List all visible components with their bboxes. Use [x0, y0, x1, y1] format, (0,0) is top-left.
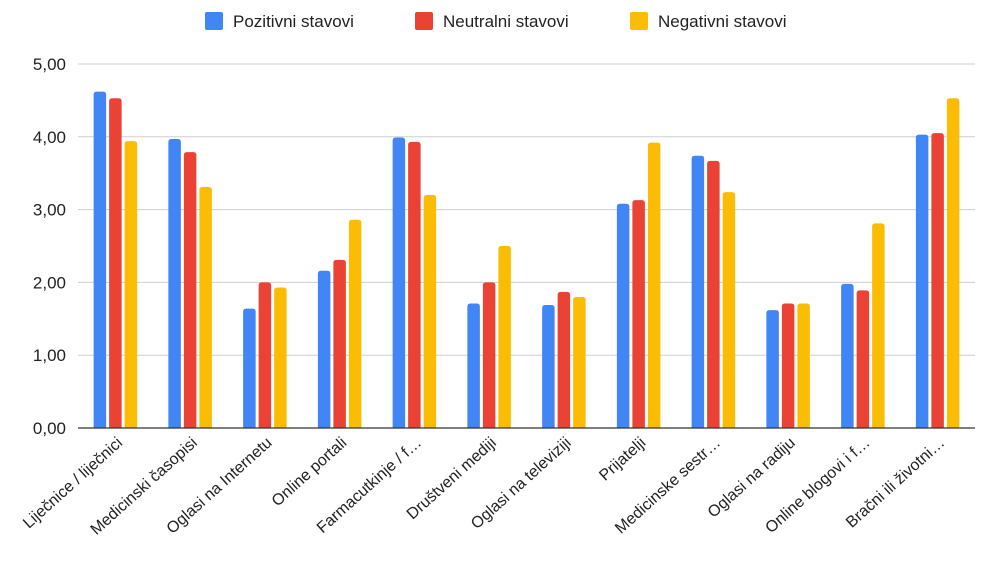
bar: [931, 133, 944, 428]
bar: [183, 152, 197, 428]
bar: [542, 304, 555, 428]
bar: [423, 195, 437, 428]
y-tick-label: 2,00: [33, 273, 66, 292]
bar: [408, 141, 421, 428]
bar: [856, 290, 870, 428]
gridlines: [78, 63, 975, 356]
bar: [632, 200, 645, 428]
bar: [199, 187, 212, 428]
bar: [168, 138, 181, 428]
legend-swatch: [415, 12, 433, 30]
bar: [691, 155, 705, 428]
bar: [647, 142, 661, 428]
bar: [872, 223, 885, 428]
bar: [467, 303, 480, 428]
bar: [258, 282, 272, 428]
legend-label: Pozitivni stavovi: [233, 12, 354, 31]
legend-swatch: [205, 12, 223, 30]
legend-item: Neutralni stavovi: [415, 12, 569, 31]
legend-swatch: [630, 12, 648, 30]
y-tick-label: 4,00: [33, 128, 66, 147]
y-tick-label: 5,00: [33, 55, 66, 74]
bar: [348, 219, 362, 428]
bar: [333, 259, 346, 428]
bar: [616, 203, 630, 428]
legend-label: Neutralni stavovi: [443, 12, 569, 31]
bar: [722, 192, 736, 428]
bar: [498, 246, 511, 428]
x-tick-label: Prijatelji: [596, 434, 649, 484]
y-tick-label: 1,00: [33, 346, 66, 365]
bar: [317, 270, 331, 428]
legend-item: Pozitivni stavovi: [205, 12, 354, 31]
legend: Pozitivni stavovi Neutralni stavovi Negati…: [205, 12, 787, 31]
bar: [915, 134, 929, 428]
bar: [93, 91, 107, 428]
legend-item: Negativni stavovi: [630, 12, 787, 31]
bar: [573, 296, 586, 428]
bar: [797, 303, 810, 428]
bar: [557, 291, 571, 428]
legend-label: Negativni stavovi: [658, 12, 787, 31]
bar: [766, 310, 779, 428]
bar: [109, 98, 122, 428]
bar: [124, 141, 138, 428]
bar: [274, 287, 287, 428]
bar: [482, 282, 496, 428]
bar: [946, 98, 960, 428]
bar: [243, 308, 256, 428]
bar: [392, 137, 406, 428]
y-tick-label: 3,00: [33, 201, 66, 220]
bar: [707, 160, 720, 428]
y-tick-label: 0,00: [33, 419, 66, 438]
y-axis: 0,00 1,00 2,00 3,00 4,00 5,00: [33, 55, 66, 438]
x-tick-label: Online portali: [269, 434, 350, 510]
bars: [93, 91, 960, 428]
bar: [841, 283, 854, 428]
bar: [781, 303, 795, 428]
